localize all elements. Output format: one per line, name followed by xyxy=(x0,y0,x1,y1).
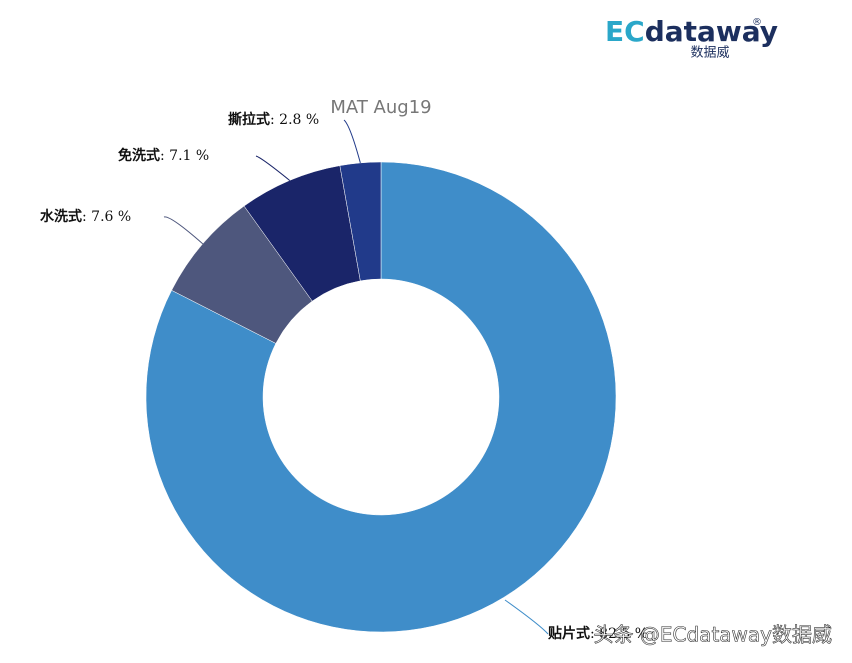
label-separator: : xyxy=(590,626,599,642)
plot: 贴片式: 82.5 % 水洗式: 7.6 % 免洗式: 7.1 % 撕拉式: 2.8 … xyxy=(40,111,648,642)
label-value: 2.8 % xyxy=(279,112,319,128)
svg-text:ECdataway: ECdataway xyxy=(605,15,778,48)
donut-slice xyxy=(339,161,382,282)
logo-brand: dataway xyxy=(645,15,778,48)
label-value: 7.6 % xyxy=(91,209,131,225)
label-category: 水洗式 xyxy=(40,208,82,225)
data-label: 贴片式: 82.5 % xyxy=(548,625,648,642)
watermark: 头条 @ECdataway数据威 xyxy=(594,623,832,647)
leader-line xyxy=(255,155,291,181)
label-value: 7.1 % xyxy=(169,148,209,164)
logo-mark: ® xyxy=(752,17,762,28)
label-category: 免洗式 xyxy=(118,147,160,164)
leader-line xyxy=(343,119,361,164)
donut-slice xyxy=(145,161,617,633)
label-category: 贴片式 xyxy=(548,625,590,642)
label-value: 82.5 % xyxy=(599,626,648,642)
leader-line xyxy=(504,599,549,635)
logo-subtitle: 数据威 xyxy=(690,46,729,61)
chart-title: MAT Aug19 xyxy=(330,97,431,118)
label-separator: : xyxy=(82,209,91,225)
label-category: 撕拉式 xyxy=(228,111,270,128)
leader-line xyxy=(163,216,204,245)
label-separator: : xyxy=(270,112,279,128)
data-label: 水洗式: 7.6 % xyxy=(40,208,131,225)
logo: ECdataway ® 数据威 xyxy=(605,15,778,61)
data-label: 免洗式: 7.1 % xyxy=(118,147,209,164)
data-label: 撕拉式: 2.8 % xyxy=(228,111,319,128)
logo-ec: EC xyxy=(605,15,645,48)
label-separator: : xyxy=(160,148,169,164)
